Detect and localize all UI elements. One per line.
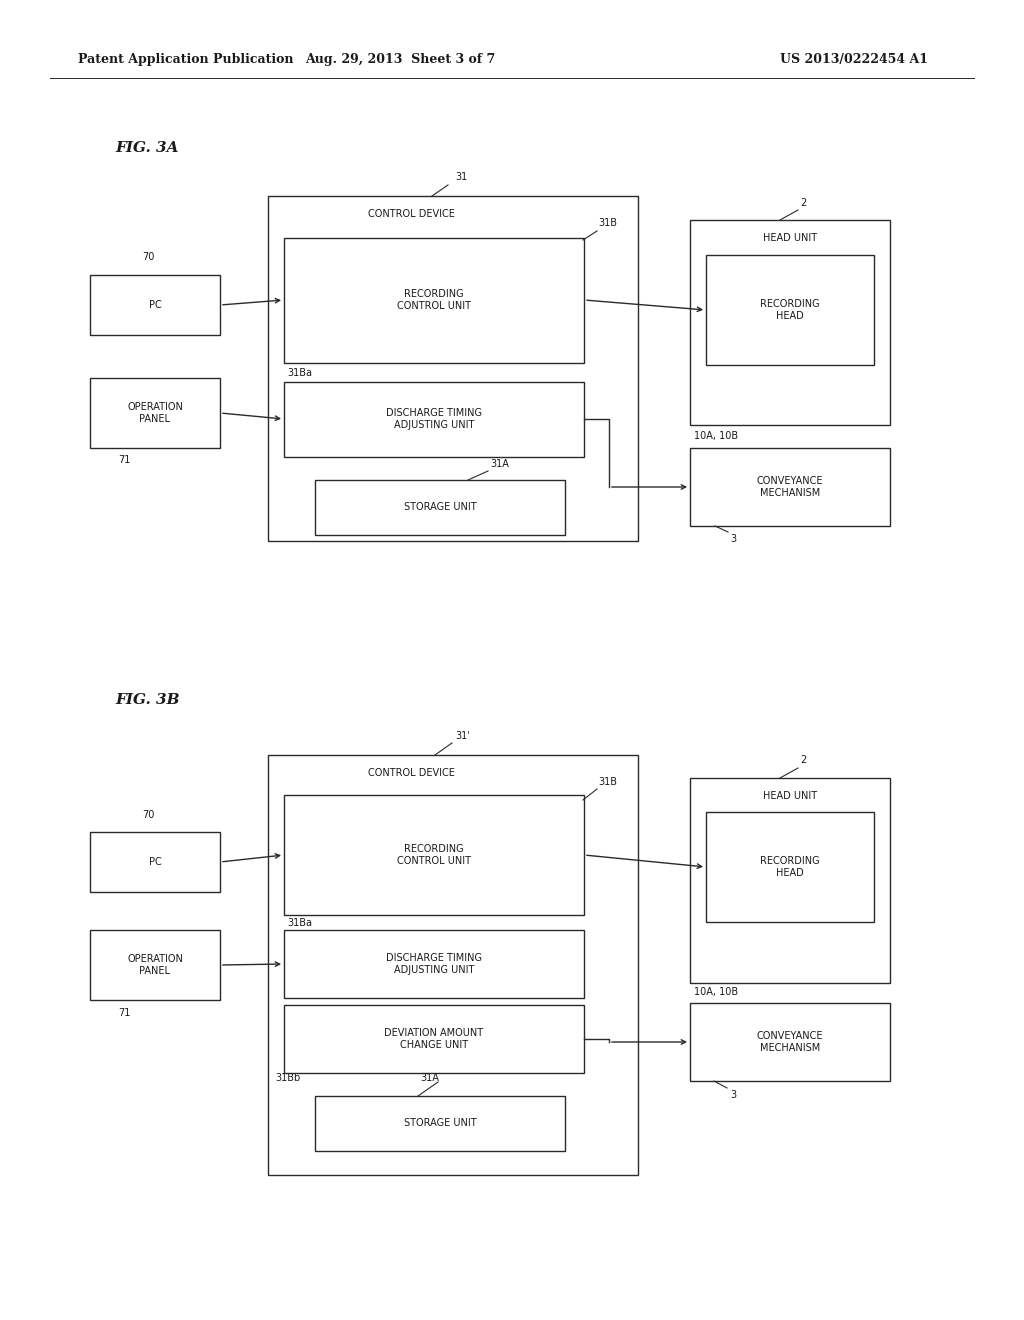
Text: PC: PC [148, 857, 162, 867]
Text: OPERATION
PANEL: OPERATION PANEL [127, 954, 183, 975]
Text: 31B: 31B [598, 218, 617, 228]
Text: OPERATION
PANEL: OPERATION PANEL [127, 403, 183, 424]
Text: 10A, 10B: 10A, 10B [694, 432, 738, 441]
Bar [284, 238, 584, 363]
Bar [90, 931, 220, 1001]
Bar [90, 275, 220, 335]
Bar [90, 832, 220, 892]
Bar [706, 812, 874, 921]
Text: Patent Application Publication: Patent Application Publication [78, 54, 294, 66]
Text: 31A: 31A [490, 459, 509, 469]
Bar [706, 255, 874, 366]
Text: DEVIATION AMOUNT
CHANGE UNIT: DEVIATION AMOUNT CHANGE UNIT [384, 1028, 483, 1049]
Text: 31B: 31B [598, 777, 617, 787]
Bar [90, 378, 220, 447]
Text: PC: PC [148, 300, 162, 310]
Text: STORAGE UNIT: STORAGE UNIT [403, 502, 476, 512]
Text: 31': 31' [455, 731, 470, 741]
Text: Aug. 29, 2013  Sheet 3 of 7: Aug. 29, 2013 Sheet 3 of 7 [305, 54, 496, 66]
Text: 71: 71 [118, 455, 130, 465]
Bar [268, 755, 638, 1175]
Text: CONTROL DEVICE: CONTROL DEVICE [368, 209, 455, 219]
Text: STORAGE UNIT: STORAGE UNIT [403, 1118, 476, 1129]
Text: CONVEYANCE
MECHANISM: CONVEYANCE MECHANISM [757, 477, 823, 498]
Text: RECORDING
CONTROL UNIT: RECORDING CONTROL UNIT [397, 289, 471, 310]
Text: DISCHARGE TIMING
ADJUSTING UNIT: DISCHARGE TIMING ADJUSTING UNIT [386, 953, 482, 974]
Text: HEAD UNIT: HEAD UNIT [763, 234, 817, 243]
Text: 2: 2 [800, 198, 806, 209]
Bar [315, 480, 565, 535]
Text: 31A: 31A [420, 1073, 439, 1082]
Text: FIG. 3A: FIG. 3A [115, 141, 178, 154]
Text: US 2013/0222454 A1: US 2013/0222454 A1 [780, 54, 928, 66]
Text: 71: 71 [118, 1008, 130, 1018]
Text: 31Bb: 31Bb [275, 1073, 300, 1082]
Text: HEAD UNIT: HEAD UNIT [763, 791, 817, 801]
Text: 2: 2 [800, 755, 806, 766]
Text: CONTROL DEVICE: CONTROL DEVICE [368, 768, 455, 777]
Text: 31Ba: 31Ba [287, 368, 312, 378]
Text: 3: 3 [730, 1090, 736, 1100]
Text: RECORDING
HEAD: RECORDING HEAD [760, 300, 820, 321]
Text: DISCHARGE TIMING
ADJUSTING UNIT: DISCHARGE TIMING ADJUSTING UNIT [386, 408, 482, 430]
Bar [284, 381, 584, 457]
Bar [284, 1005, 584, 1073]
Text: FIG. 3B: FIG. 3B [115, 693, 179, 708]
Text: 70: 70 [142, 252, 155, 261]
Text: 31Ba: 31Ba [287, 917, 312, 928]
Text: RECORDING
CONTROL UNIT: RECORDING CONTROL UNIT [397, 845, 471, 866]
Bar [284, 795, 584, 915]
Text: 10A, 10B: 10A, 10B [694, 987, 738, 997]
Bar [690, 1003, 890, 1081]
Text: 31: 31 [455, 172, 467, 182]
Bar [268, 195, 638, 541]
Bar [690, 777, 890, 983]
Text: 3: 3 [730, 535, 736, 544]
Bar [690, 447, 890, 525]
Text: CONVEYANCE
MECHANISM: CONVEYANCE MECHANISM [757, 1031, 823, 1053]
Bar [690, 220, 890, 425]
Text: RECORDING
HEAD: RECORDING HEAD [760, 857, 820, 878]
Bar [284, 931, 584, 998]
Bar [315, 1096, 565, 1151]
Text: 70: 70 [142, 810, 155, 820]
